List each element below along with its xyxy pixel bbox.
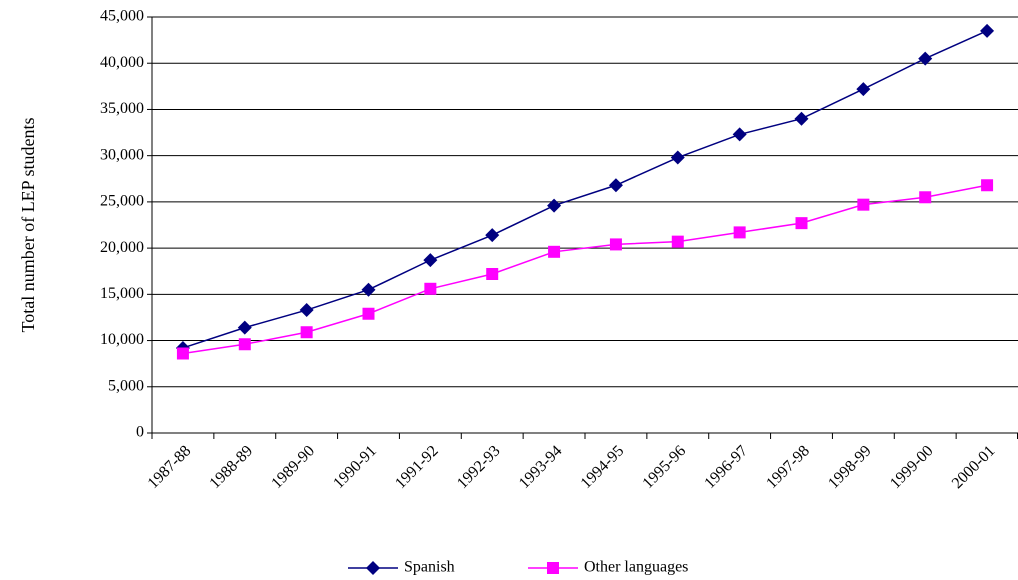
data-point — [857, 198, 870, 211]
x-tick-label: 1999-00 — [887, 442, 937, 492]
data-point — [237, 320, 252, 335]
x-tick-label: 2000-01 — [949, 442, 999, 492]
legend-marker — [366, 561, 380, 575]
x-tick-label: 1989-90 — [268, 442, 318, 492]
y-tick-label: 45,000 — [100, 8, 144, 25]
x-tick-label: 1995-96 — [639, 442, 689, 492]
data-point — [608, 178, 623, 193]
y-tick-label: 20,000 — [100, 239, 144, 256]
data-point — [609, 238, 622, 251]
data-point — [918, 51, 933, 66]
data-point — [670, 150, 685, 165]
x-tick-label: 1993-94 — [516, 442, 566, 492]
x-tick-label: 1996-97 — [701, 442, 751, 492]
data-point — [671, 235, 684, 248]
x-tick-label: 1987-88 — [145, 442, 195, 492]
series-line — [182, 184, 988, 355]
x-tick-label: 1991-92 — [392, 442, 442, 492]
x-tick-label: 1992-93 — [454, 442, 504, 492]
data-point — [485, 228, 500, 243]
data-point — [238, 338, 251, 351]
x-tick-label: 1990-91 — [330, 442, 380, 492]
data-point — [299, 303, 314, 318]
x-tick-label: 1997-98 — [763, 442, 813, 492]
series-line — [182, 30, 988, 349]
x-tick-label: 1998-99 — [825, 442, 875, 492]
data-point — [548, 245, 561, 258]
data-point — [980, 23, 995, 38]
y-tick-label: 10,000 — [100, 331, 144, 348]
data-point — [794, 111, 809, 126]
y-tick-label: 0 — [136, 424, 144, 441]
data-point — [732, 127, 747, 142]
data-point — [981, 179, 994, 192]
data-point — [919, 191, 932, 204]
data-point — [423, 253, 438, 268]
data-point — [795, 217, 808, 230]
data-point — [547, 198, 562, 213]
data-point — [424, 282, 437, 295]
data-point — [486, 267, 499, 280]
y-axis-title: Total number of LEP students — [18, 117, 38, 332]
x-tick-label: 1994-95 — [578, 442, 628, 492]
y-tick-label: 35,000 — [100, 100, 144, 117]
data-point — [300, 326, 313, 339]
legend-marker — [547, 562, 559, 574]
legend-label: Spanish — [404, 559, 455, 576]
y-tick-label: 30,000 — [100, 146, 144, 163]
y-tick-label: 40,000 — [100, 54, 144, 71]
data-point — [856, 82, 871, 97]
data-point — [361, 282, 376, 297]
y-tick-label: 25,000 — [100, 193, 144, 210]
x-tick-label: 1988-89 — [206, 442, 256, 492]
y-tick-label: 15,000 — [100, 285, 144, 302]
data-point — [362, 307, 375, 320]
y-tick-label: 5,000 — [108, 377, 144, 394]
data-point — [733, 226, 746, 239]
data-point — [176, 347, 189, 360]
legend-label: Other languages — [584, 559, 688, 576]
